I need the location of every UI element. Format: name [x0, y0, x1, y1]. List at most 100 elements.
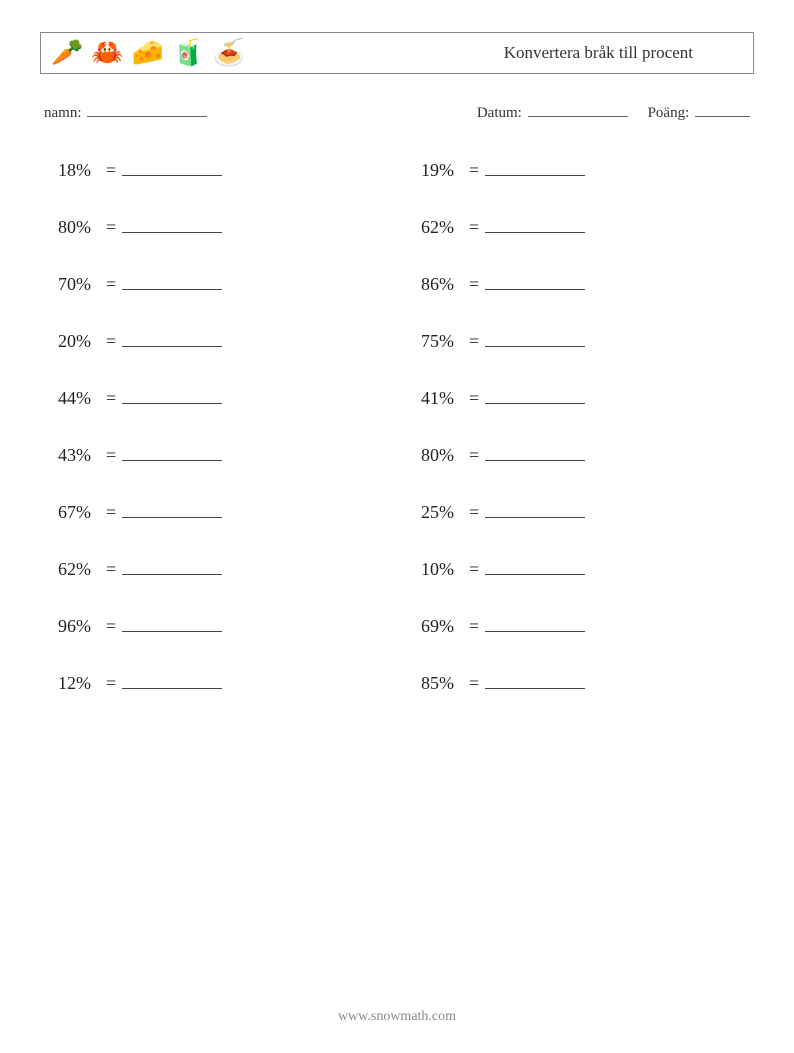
problem-cell: 96% = — [58, 614, 391, 637]
answer-blank[interactable] — [122, 557, 222, 575]
problem-cell: 80% = — [58, 215, 391, 238]
equals-sign: = — [469, 274, 479, 295]
equals-sign: = — [469, 388, 479, 409]
score-label: Poäng: — [648, 105, 690, 121]
problem-cell: 69% = — [421, 614, 754, 637]
header-icons: 🥕 🦀 🧀 🧃 🍝 — [51, 40, 245, 66]
problem-cell: 20% = — [58, 329, 391, 352]
problem-cell: 43% = — [58, 443, 391, 466]
problem-cell: 41% = — [421, 386, 754, 409]
date-field: Datum: — [477, 102, 628, 122]
pasta-icon: 🍝 — [213, 40, 245, 66]
equals-sign: = — [106, 445, 116, 466]
answer-blank[interactable] — [485, 386, 585, 404]
problem-cell: 44% = — [58, 386, 391, 409]
equals-sign: = — [106, 559, 116, 580]
answer-blank[interactable] — [485, 500, 585, 518]
name-blank[interactable] — [87, 102, 207, 117]
name-label: namn: — [44, 105, 82, 121]
equals-sign: = — [469, 217, 479, 238]
problem-value: 80% — [421, 445, 469, 466]
problem-value: 12% — [58, 673, 106, 694]
problem-cell: 85% = — [421, 671, 754, 694]
problems-grid: 18% = 19% = 80% = 62% = 70% = 86% = — [40, 158, 754, 694]
answer-blank[interactable] — [485, 557, 585, 575]
problem-cell: 25% = — [421, 500, 754, 523]
equals-sign: = — [469, 616, 479, 637]
problem-cell: 19% = — [421, 158, 754, 181]
answer-blank[interactable] — [485, 329, 585, 347]
answer-blank[interactable] — [485, 158, 585, 176]
equals-sign: = — [106, 160, 116, 181]
problem-value: 69% — [421, 616, 469, 637]
problem-value: 80% — [58, 217, 106, 238]
problem-cell: 67% = — [58, 500, 391, 523]
answer-blank[interactable] — [122, 614, 222, 632]
problem-value: 70% — [58, 274, 106, 295]
problem-value: 62% — [58, 559, 106, 580]
equals-sign: = — [106, 274, 116, 295]
problem-cell: 80% = — [421, 443, 754, 466]
problem-cell: 75% = — [421, 329, 754, 352]
answer-blank[interactable] — [485, 215, 585, 233]
footer-text: www.snowmath.com — [0, 1009, 794, 1025]
date-blank[interactable] — [528, 102, 628, 117]
answer-blank[interactable] — [485, 671, 585, 689]
name-field: namn: — [44, 102, 207, 122]
worksheet-title: Konvertera bråk till procent — [504, 43, 743, 63]
header-box: 🥕 🦀 🧀 🧃 🍝 Konvertera bråk till procent — [40, 32, 754, 74]
problem-cell: 10% = — [421, 557, 754, 580]
meta-row: namn: Datum: Poäng: — [40, 102, 754, 122]
problem-value: 67% — [58, 502, 106, 523]
problem-value: 62% — [421, 217, 469, 238]
answer-blank[interactable] — [122, 272, 222, 290]
problem-value: 75% — [421, 331, 469, 352]
equals-sign: = — [469, 673, 479, 694]
equals-sign: = — [469, 559, 479, 580]
equals-sign: = — [106, 673, 116, 694]
date-label: Datum: — [477, 105, 522, 121]
answer-blank[interactable] — [122, 215, 222, 233]
cheese-icon: 🧀 — [132, 40, 164, 66]
answer-blank[interactable] — [485, 443, 585, 461]
juice-icon: 🧃 — [172, 40, 204, 66]
problem-cell: 62% = — [421, 215, 754, 238]
problem-value: 85% — [421, 673, 469, 694]
problem-value: 43% — [58, 445, 106, 466]
problem-value: 96% — [58, 616, 106, 637]
equals-sign: = — [469, 445, 479, 466]
answer-blank[interactable] — [122, 329, 222, 347]
answer-blank[interactable] — [122, 158, 222, 176]
problem-value: 19% — [421, 160, 469, 181]
problem-value: 18% — [58, 160, 106, 181]
problem-cell: 70% = — [58, 272, 391, 295]
equals-sign: = — [106, 331, 116, 352]
equals-sign: = — [106, 217, 116, 238]
equals-sign: = — [469, 160, 479, 181]
equals-sign: = — [106, 502, 116, 523]
score-field: Poäng: — [648, 102, 750, 122]
score-blank[interactable] — [695, 102, 750, 117]
equals-sign: = — [106, 388, 116, 409]
answer-blank[interactable] — [485, 614, 585, 632]
problem-cell: 18% = — [58, 158, 391, 181]
carrot-icon: 🥕 — [51, 40, 83, 66]
problem-value: 44% — [58, 388, 106, 409]
problem-value: 86% — [421, 274, 469, 295]
answer-blank[interactable] — [122, 386, 222, 404]
problem-cell: 86% = — [421, 272, 754, 295]
problem-cell: 62% = — [58, 557, 391, 580]
problem-value: 41% — [421, 388, 469, 409]
answer-blank[interactable] — [122, 443, 222, 461]
equals-sign: = — [469, 331, 479, 352]
answer-blank[interactable] — [485, 272, 585, 290]
answer-blank[interactable] — [122, 671, 222, 689]
problem-value: 25% — [421, 502, 469, 523]
problem-cell: 12% = — [58, 671, 391, 694]
problem-value: 10% — [421, 559, 469, 580]
answer-blank[interactable] — [122, 500, 222, 518]
crab-icon: 🦀 — [91, 40, 123, 66]
equals-sign: = — [469, 502, 479, 523]
equals-sign: = — [106, 616, 116, 637]
problem-value: 20% — [58, 331, 106, 352]
